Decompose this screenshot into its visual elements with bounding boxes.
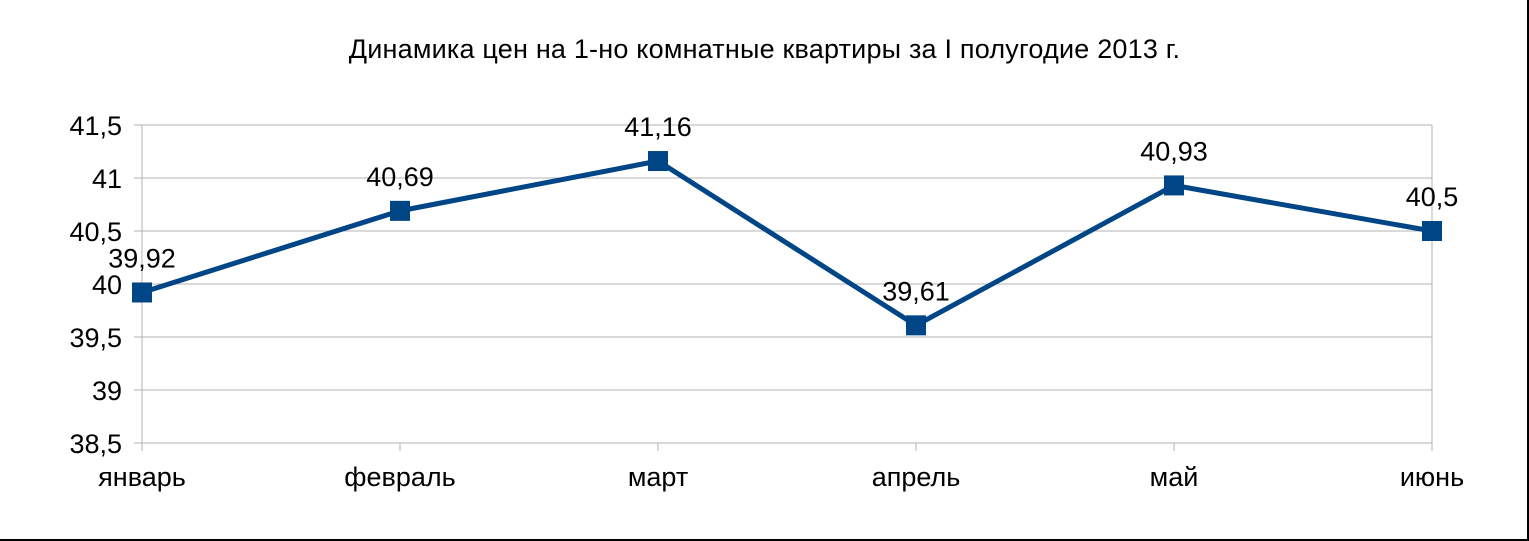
data-point-marker (648, 151, 668, 172)
y-tick-label: 38,5 (69, 429, 122, 459)
data-point-marker (906, 315, 926, 336)
y-tick-label: 41,5 (69, 111, 122, 141)
data-label: 40,5 (1406, 182, 1459, 212)
y-tick-label: 39 (92, 376, 122, 406)
x-tick-label: апрель (872, 462, 961, 492)
data-point-marker (390, 200, 410, 221)
x-axis-tick-labels: январь февраль март апрель май июнь (98, 462, 1464, 492)
series-line (141, 158, 1433, 329)
y-tick-label: 40,5 (69, 217, 122, 247)
data-label: 39,61 (882, 276, 950, 306)
data-label: 40,93 (1140, 136, 1208, 166)
y-tick-label: 40 (92, 270, 122, 300)
data-labels: 39,92 40,69 41,16 39,61 40,93 40,5 (108, 112, 1458, 306)
x-tick-label: июнь (1400, 462, 1464, 492)
y-tick-label: 41 (92, 164, 122, 194)
y-axis-tick-labels: 41,5 41 40,5 40 39,5 39 38,5 (69, 111, 122, 459)
x-tick-label: март (628, 462, 688, 492)
data-label: 41,16 (624, 112, 692, 142)
series (132, 151, 1442, 336)
data-label: 40,69 (366, 162, 434, 192)
data-point-marker (1422, 221, 1442, 241)
data-point-marker (132, 282, 152, 303)
chart-title: Динамика цен на 1-но комнатные квартиры … (348, 34, 1181, 64)
x-tick-label: январь (98, 462, 186, 492)
x-tick-label: май (1150, 462, 1199, 492)
gridlines (142, 124, 1432, 444)
x-tick-label: февраль (344, 462, 455, 492)
data-point-marker (1164, 175, 1184, 196)
data-label: 39,92 (108, 243, 176, 273)
y-tick-label: 39,5 (69, 323, 122, 353)
axes (134, 124, 1433, 451)
